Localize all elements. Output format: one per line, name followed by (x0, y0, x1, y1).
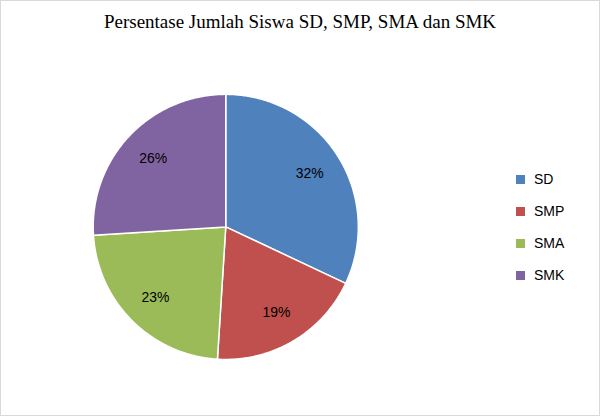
html-text:Persentase Jumlah Siswa SD, SM: Persentase Jumlah Siswa SD, SMP, SMA dan… (103, 11, 497, 32)
html-text:SMP: SMP (534, 203, 565, 219)
svg-text:32%: 32% (296, 165, 324, 181)
svg-text:23%: 23% (142, 289, 170, 305)
html-text:SMK: SMK (534, 267, 565, 283)
svg-text:19%: 19% (262, 304, 290, 320)
svg-text:26%: 26% (139, 150, 167, 166)
html-text:SMA: SMA (534, 235, 565, 251)
html-text:SD: SD (534, 171, 554, 187)
